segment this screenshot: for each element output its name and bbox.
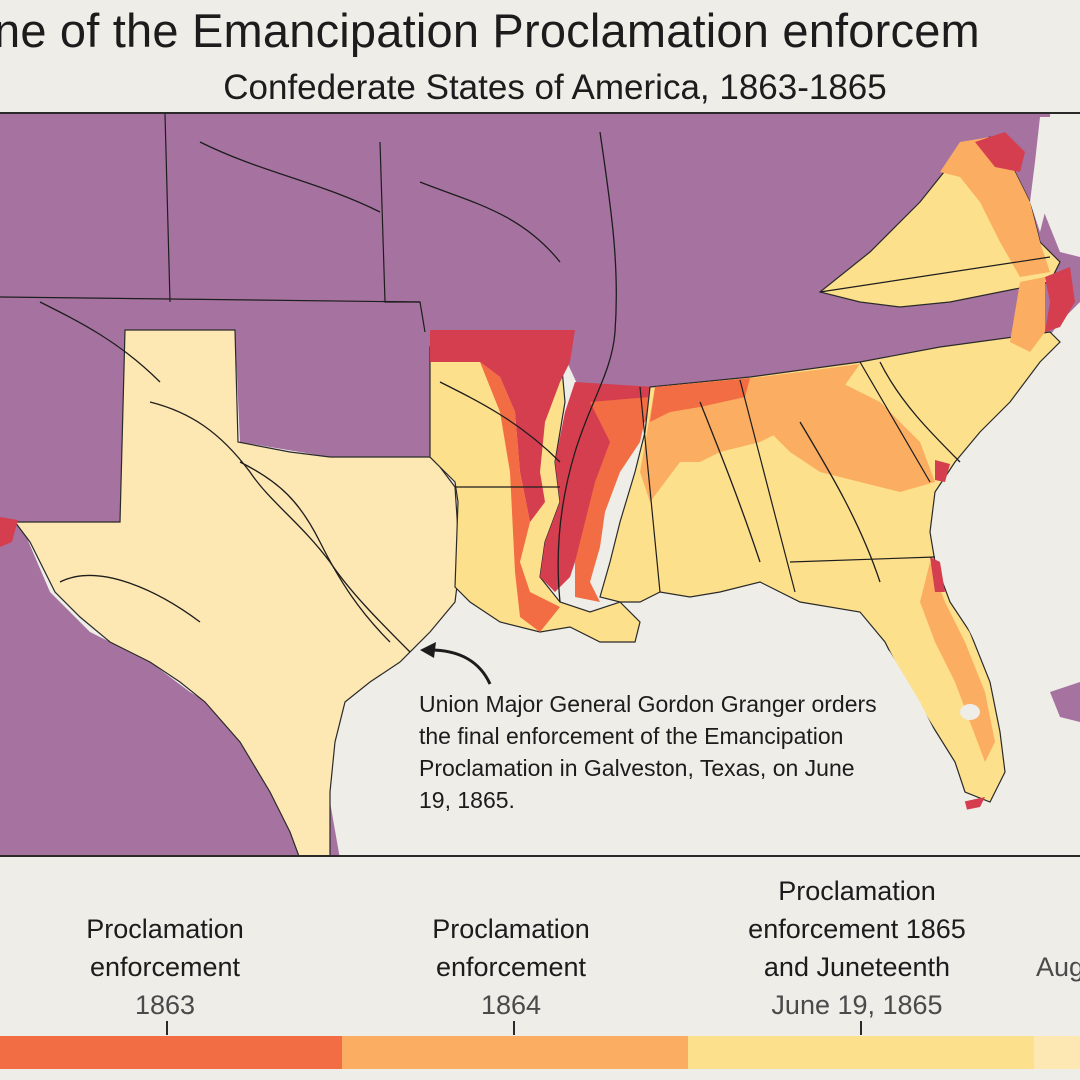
legend-1863-line1: Proclamation (86, 914, 244, 944)
arkansas-1863-band (480, 362, 560, 632)
legend-label-1865: Proclamation enforcement 1865 and Junete… (712, 872, 1002, 1024)
legend-swatch-1863 (0, 1036, 342, 1069)
northeast-landmass (1050, 682, 1080, 722)
legend-1864-year: 1864 (480, 990, 542, 1020)
legend-1863-year: 1863 (134, 990, 196, 1020)
legend-label-august: Aug (1036, 952, 1080, 982)
tennessee-border-1863 (650, 378, 750, 422)
arrowhead-icon (420, 642, 436, 658)
chesapeake-bay (1030, 117, 1060, 232)
legend-1864-line1: Proclamation (432, 914, 590, 944)
florida-1862-coast (930, 557, 945, 592)
legend-1864-line2: enforcement (435, 952, 587, 982)
rio-grande-1862 (0, 517, 18, 547)
legend-1865-line3: and Juneteenth (763, 952, 951, 982)
union-territory (0, 114, 1080, 522)
arkansas-1862-band (430, 330, 575, 522)
legend-swatch-1864 (342, 1036, 688, 1069)
legend-1865-line1: Proclamation (778, 876, 936, 906)
curved-arrow-icon (429, 648, 492, 685)
legend-swatch-august (1034, 1036, 1080, 1069)
gulf-of-mexico (335, 592, 979, 855)
map-area (0, 112, 1080, 857)
legend-tick-1865 (860, 1021, 862, 1035)
legend-tick-1863 (166, 1021, 168, 1035)
legend-tick-1864 (513, 1021, 515, 1035)
galveston-annotation: Union Major General Gordon Granger order… (419, 691, 877, 813)
nc-1864-band (1010, 277, 1045, 352)
rivers (39, 131, 961, 653)
enforcement-map (0, 114, 1080, 855)
lake-okeechobee (960, 704, 980, 720)
west-territory (0, 522, 340, 855)
map-title: ne of the Emancipation Proclamation enfo… (0, 4, 980, 57)
georgia-1864-band (770, 382, 935, 492)
nc-coast-1862 (1045, 267, 1075, 332)
legend-1865-line2: enforcement 1865 (748, 914, 966, 944)
legend-swatch-1865 (688, 1036, 1034, 1069)
legend-label-1864: Proclamation enforcement 1864 (386, 910, 636, 1024)
legend-1863-line2: enforcement (89, 952, 241, 982)
atlantic-ocean (940, 332, 1080, 855)
keys-1862 (962, 797, 985, 810)
legend-1865-year: June 19, 1865 (771, 990, 943, 1020)
map-subtitle: Confederate States of America, 1863-1865 (223, 68, 887, 107)
virginia-1862-band (975, 132, 1025, 172)
virginia-1864-band (940, 137, 1050, 277)
sc-coast-1862 (935, 460, 950, 482)
mississippi-valley-1863 (575, 397, 650, 602)
legend-label-1863: Proclamation enforcement 1863 (40, 910, 290, 1024)
state-borders (0, 114, 1051, 593)
